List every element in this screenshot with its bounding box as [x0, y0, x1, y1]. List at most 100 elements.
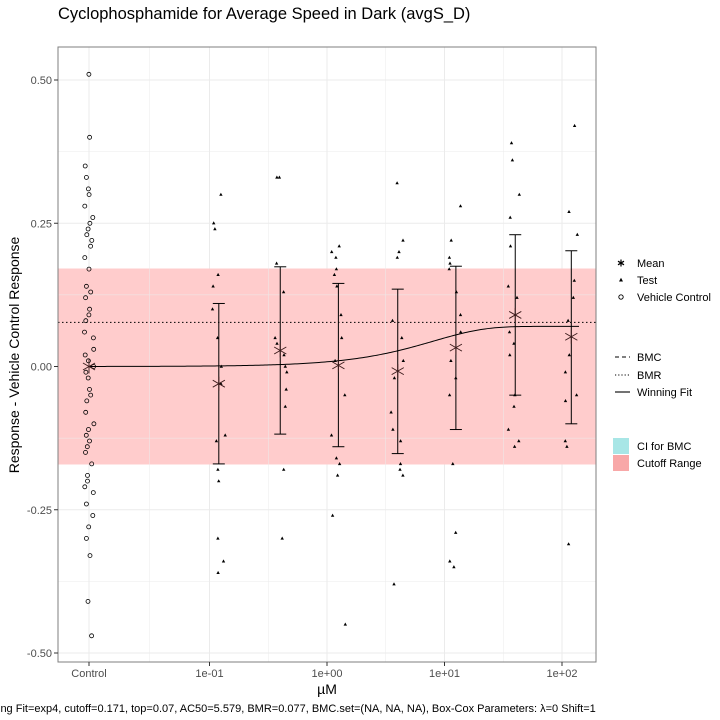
y-tick-label: -0.25 [27, 505, 52, 517]
test-point [212, 221, 216, 225]
test-point [574, 393, 579, 397]
vehicle-control-point [83, 369, 89, 375]
vehicle-control-point [82, 255, 88, 261]
vehicle-control-point [91, 421, 97, 427]
test-point [213, 227, 217, 231]
vehicle-control-point [84, 444, 90, 450]
test-point [395, 181, 399, 185]
test-point [330, 250, 334, 254]
test-points [210, 123, 579, 626]
legend-shape-label: Vehicle Control [637, 292, 711, 304]
vehicle-control-point [91, 346, 97, 352]
test-point [447, 267, 451, 271]
test-point [275, 175, 279, 179]
vehicle-control-point [87, 306, 92, 312]
legend-control-symbol [618, 294, 624, 300]
test-point [392, 376, 397, 380]
test-point [395, 255, 399, 259]
test-point [510, 158, 515, 162]
test-point [398, 462, 403, 466]
test-point [334, 255, 338, 259]
vehicle-control-point [86, 192, 92, 198]
test-point [283, 404, 287, 408]
vehicle-control-point [88, 243, 93, 249]
y-tick-label: 0.25 [31, 218, 52, 230]
x-tick-label: 1e+02 [547, 668, 578, 680]
mean-marker [508, 307, 522, 322]
legend-fill-label: Cutoff Range [637, 458, 702, 470]
test-point [507, 330, 512, 334]
test-point [565, 444, 569, 448]
test-point [398, 467, 402, 471]
y-tick-label: -0.50 [27, 648, 52, 660]
mean-marker [449, 340, 463, 355]
test-point [563, 370, 568, 374]
test-point [281, 290, 286, 294]
test-point [217, 479, 221, 483]
test-point [389, 410, 393, 414]
y-axis-label: Response - Vehicle Control Response [6, 236, 22, 473]
test-point [512, 404, 516, 408]
test-point [340, 336, 344, 340]
test-point [447, 393, 452, 397]
test-point [329, 433, 334, 437]
test-point [285, 370, 289, 374]
vehicle-control-point [88, 392, 94, 398]
x-axis: Control 1e-01 1e+00 1e+01 1e+02 [71, 662, 577, 680]
test-point [400, 336, 404, 340]
legend-line-label: Winning Fit [637, 387, 692, 399]
test-point [449, 238, 453, 242]
mean-marker [212, 376, 226, 391]
vehicle-control-point [83, 409, 89, 415]
test-point [280, 536, 284, 540]
test-point [390, 318, 395, 322]
vehicle-control-point [84, 501, 89, 507]
vehicle-control-point [85, 226, 91, 232]
vehicle-control-point [90, 215, 96, 220]
legend-mean-symbol [617, 259, 625, 267]
test-point [277, 175, 282, 179]
legend-line-label: BMR [637, 370, 662, 382]
test-point [449, 358, 453, 362]
legend: Mean Test Vehicle Control BMC BMR Winning Fit… [613, 258, 711, 471]
test-point [398, 439, 403, 443]
vehicle-control-point [85, 472, 90, 478]
minor-grid-lines [58, 47, 596, 662]
test-point [216, 272, 220, 276]
test-point [567, 353, 571, 357]
y-tick-label: 0.00 [31, 362, 52, 374]
legend-shape-label: Test [637, 275, 657, 287]
test-point [517, 439, 521, 443]
test-point [517, 192, 521, 196]
y-axis: -0.50 -0.25 0.00 0.25 0.50 [27, 75, 58, 660]
vehicle-control-point [86, 524, 92, 530]
caption-text: ing Fit=exp4, cutoff=0.171, top=0.07, AC… [0, 703, 596, 715]
test-point [512, 444, 517, 448]
test-point [283, 364, 287, 368]
test-point [330, 513, 335, 517]
vehicle-control-point [90, 490, 96, 496]
test-point [335, 284, 339, 288]
mean-marker [273, 343, 287, 358]
legend-test-symbol [619, 277, 623, 282]
x-tick-label: 1e+01 [429, 668, 460, 680]
x-tick-label: Control [71, 668, 106, 680]
vehicle-control-point [87, 438, 92, 444]
mean-marker [391, 364, 405, 379]
test-point [343, 622, 347, 626]
vehicle-control-point [86, 266, 92, 272]
vehicle-control-point [90, 513, 96, 518]
test-point [448, 559, 452, 563]
vehicle-control-points [82, 71, 97, 639]
test-point [566, 542, 571, 546]
legend-shape-label: Mean [637, 258, 665, 270]
test-point [509, 141, 514, 145]
vehicle-control-point [86, 427, 91, 432]
test-point [282, 353, 286, 357]
vehicle-control-point [82, 352, 88, 358]
chart-title: Cyclophosphamide for Average Speed in Da… [58, 5, 470, 23]
vehicle-control-point [86, 186, 91, 192]
test-point [210, 307, 215, 311]
test-point [282, 467, 286, 471]
